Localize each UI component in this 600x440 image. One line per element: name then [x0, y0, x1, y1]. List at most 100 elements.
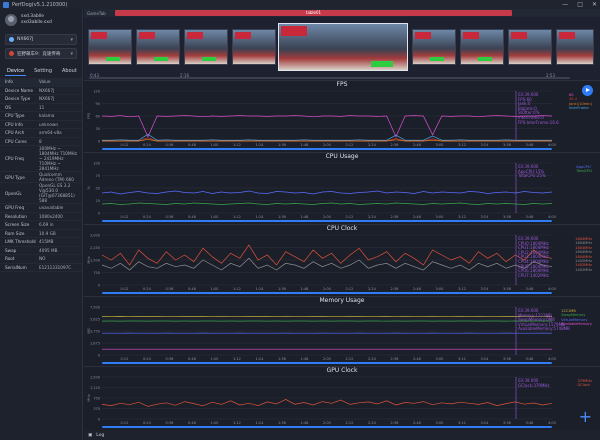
legend-item[interactable]: 1804MHz [575, 241, 592, 246]
legend-item[interactable]: 1804MHz [575, 254, 592, 259]
user-profile[interactable]: sxd.3ablle sxd3ablle.sxd [0, 9, 82, 31]
x-tick-label: 0:24 [143, 357, 152, 361]
chart-plot[interactable]: 1,500 1,125 750 375 0 MHz 0:12 0:24 0:36 0:48 1:00… [84, 367, 600, 431]
tooltip-line: AvailableMemory:5748MB [518, 326, 570, 332]
tooltip-line: TotalCPU:25% [518, 173, 546, 179]
x-tick-label: 3:48 [526, 287, 534, 291]
legend-item[interactable]: 1804MHz [575, 245, 592, 250]
log-label[interactable]: Log [96, 432, 105, 438]
tooltip-line: CPU3:1804MHz [518, 254, 549, 260]
maximize-icon[interactable]: □ [577, 1, 583, 8]
thumb-badge [415, 32, 431, 39]
legend-item[interactable]: 1402MHz [575, 259, 592, 264]
legend-item[interactable]: Jank(/10min) [569, 101, 592, 106]
x-tick-label: 4:00 [548, 287, 556, 291]
x-tick-label: 0:36 [166, 143, 174, 147]
y-tick-label: 0 [98, 140, 100, 144]
chart-tooltip: 03:39.000 GClock:379MHz [518, 378, 550, 388]
y-axis-label: MHz [87, 394, 91, 402]
x-tick-label: 1:24 [256, 357, 265, 361]
x-tick-label: 0:36 [166, 215, 174, 219]
chart-plot[interactable]: 3,000 2,250 1,500 750 0 MHz 0:12 0:24 0:36 0:48 1:… [84, 225, 600, 297]
info-row: CPU Type kalama [0, 112, 82, 121]
close-icon[interactable]: ✕ [591, 1, 597, 8]
legend-item[interactable]: 1402MHz [575, 267, 592, 272]
legend-item[interactable]: InterFrame [569, 106, 589, 111]
x-tick-label: 1:48 [301, 143, 309, 147]
play-button[interactable] [582, 85, 593, 96]
legend-item[interactable]: AppCPU [576, 165, 591, 169]
add-icon[interactable]: + [578, 407, 592, 426]
info-key: Swap [5, 247, 17, 253]
legend-item[interactable]: VirtualMemory [561, 317, 588, 322]
chart-plot[interactable]: 7,500 5,625 3,750 1,875 0 MB 0:12 0:24 0:36 0:48 1… [84, 297, 600, 367]
legend-item[interactable]: 1402MHz [575, 263, 592, 268]
tooltip-line: Memory:1221MB [518, 312, 552, 318]
chart-plot[interactable]: 100 75 50 25 0% 0:12 0:24 0:36 0:48 1:00 1:12 1:24 1… [84, 153, 600, 225]
legend-item[interactable]: TotalCPU [576, 169, 592, 174]
legend-item[interactable]: 60 [569, 93, 574, 97]
chart-plot[interactable]: 120 90 60 30 0 FPS 0:12 0:24 0:36 0:48 1:00 1:12 1:2… [84, 81, 600, 153]
x-tick-label: 1:00 [211, 215, 219, 219]
thumb-scrollbar[interactable] [89, 77, 570, 79]
thumb-button [371, 61, 394, 67]
legend-item[interactable]: 379MHz [577, 379, 592, 383]
x-tick-label: 3:12 [458, 143, 466, 147]
legend-item[interactable]: 46.4 [569, 97, 578, 102]
series-line [101, 202, 553, 205]
x-tick-label: 1:24 [256, 421, 265, 425]
tooltip-line: 03:39.000 [518, 236, 539, 241]
tab-table01[interactable]: table01 [115, 10, 512, 16]
x-tick-label: 1:00 [211, 287, 219, 291]
legend-item[interactable]: SwapMemory [561, 313, 586, 318]
screenshot-thumb[interactable] [232, 29, 276, 65]
x-tick-label: 2:36 [391, 143, 399, 147]
screenshot-thumb[interactable] [508, 29, 552, 65]
x-tick-label: 3:36 [503, 287, 511, 291]
info-key: CPU Info [5, 121, 23, 127]
y-tick-label: 3,000 [90, 234, 100, 238]
chart-1: CPU Usage 100 75 50 25 0% 0:12 0:24 0:36 0:48 1:00… [84, 153, 600, 225]
x-tick-label: 1:36 [278, 287, 286, 291]
screenshot-thumb[interactable] [136, 29, 180, 65]
log-icon[interactable]: ▣ [88, 432, 93, 438]
screenshot-thumb[interactable] [460, 29, 504, 65]
app-select[interactable]: 狂野飙车9：竞速传奇 ▾ [5, 48, 77, 59]
screenshot-thumb-selected[interactable] [278, 23, 408, 71]
screenshot-thumb[interactable] [184, 29, 228, 65]
tab-device[interactable]: Device [5, 68, 27, 76]
info-header-key: Info [5, 79, 13, 85]
series-line [102, 138, 552, 142]
thumb-time: 2:16 [180, 73, 189, 78]
x-tick-label: 2:00 [323, 421, 331, 425]
info-row: CPU Info unknown [0, 121, 82, 129]
y-tick-label: 60 [96, 115, 100, 119]
info-key: GPU Freq [5, 205, 25, 211]
chevron-down-icon: ▾ [70, 36, 73, 43]
tab-about[interactable]: About [62, 68, 77, 74]
x-tick-label: 2:36 [391, 287, 399, 291]
tab-setting[interactable]: Setting [34, 68, 53, 74]
info-row: CPU Arch arm64-v8a [0, 129, 82, 138]
x-tick-label: 0:36 [166, 421, 174, 425]
x-tick-label: 3:00 [436, 215, 444, 219]
screenshot-thumb[interactable] [556, 29, 594, 65]
range-slider [102, 362, 552, 364]
screenshot-thumb[interactable] [412, 29, 456, 65]
info-key: CPU Cores [5, 138, 27, 144]
minimize-icon[interactable]: — [562, 1, 569, 8]
app-title: PerfDog(v5.1.210300) [12, 1, 68, 8]
info-value: arm64-v8a [39, 130, 62, 136]
legend-item[interactable]: 1804MHz [575, 250, 592, 255]
legend-item[interactable]: 1804MHz [575, 237, 592, 241]
tabbar-caption: GameTab [87, 10, 106, 16]
screenshot-thumb[interactable] [88, 29, 132, 65]
device-select[interactable]: NX667J ▾ [5, 34, 77, 45]
x-tick-label: 1:12 [233, 287, 241, 291]
y-tick-label: 30 [96, 127, 100, 131]
legend-item[interactable]: 1221MB [561, 309, 576, 313]
legend-item[interactable]: AvailableMemory [561, 322, 592, 327]
thumb-badge [511, 32, 527, 39]
legend-item[interactable]: GClock [577, 383, 590, 388]
info-value: 1080x2400 [39, 213, 63, 219]
